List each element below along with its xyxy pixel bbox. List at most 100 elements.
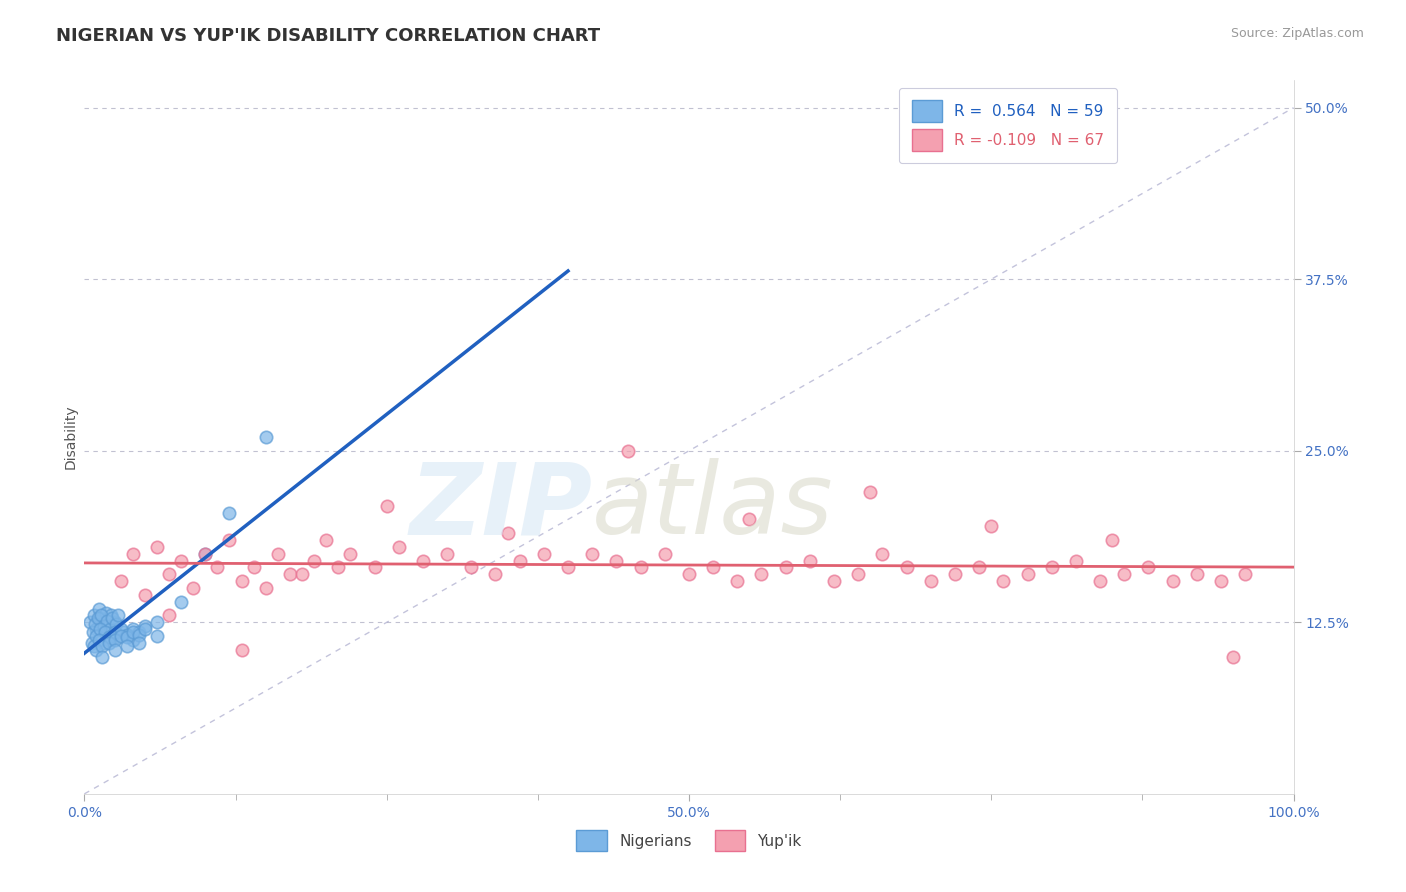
Point (86, 629, 108, 643)
Point (89, 611, 111, 625)
Point (97, 633, 120, 648)
Point (170, 553, 193, 567)
Point (231, 642, 253, 657)
Point (100, 608, 122, 623)
Point (509, 553, 531, 567)
Point (97, 614, 120, 628)
Point (194, 547, 217, 561)
Point (1114, 567, 1136, 582)
Point (157, 608, 180, 623)
Point (115, 639, 138, 653)
Point (242, 560, 264, 574)
Point (134, 588, 156, 602)
Point (134, 619, 156, 633)
Point (1185, 567, 1208, 582)
Point (339, 547, 361, 561)
Point (89, 622, 111, 636)
Point (128, 636, 150, 650)
Point (751, 567, 773, 582)
Point (859, 485, 882, 500)
Point (436, 547, 458, 561)
Text: ZIP: ZIP (409, 458, 592, 556)
Point (605, 553, 627, 567)
Point (98, 622, 121, 636)
Point (896, 560, 918, 574)
Point (110, 629, 132, 643)
Text: atlas: atlas (592, 458, 834, 556)
Point (207, 560, 229, 574)
Point (91, 649, 114, 664)
Point (775, 560, 797, 574)
Point (460, 560, 482, 574)
Point (96, 614, 118, 628)
Point (121, 633, 143, 648)
Point (1017, 567, 1039, 582)
Point (799, 553, 821, 567)
Point (93, 619, 115, 633)
Point (87, 601, 110, 615)
Text: NIGERIAN VS YUP'IK DISABILITY CORRELATION CHART: NIGERIAN VS YUP'IK DISABILITY CORRELATIO… (56, 27, 600, 45)
Point (117, 628, 139, 642)
Point (104, 616, 127, 631)
Point (496, 526, 519, 541)
Point (94, 606, 117, 620)
Point (90, 608, 112, 623)
Point (84, 616, 107, 631)
Point (170, 595, 193, 609)
Point (533, 547, 555, 561)
Point (980, 519, 1002, 533)
Point (134, 622, 156, 636)
Point (121, 624, 143, 639)
Point (630, 560, 652, 574)
Point (103, 628, 125, 642)
Point (86, 642, 108, 657)
Point (1137, 560, 1160, 574)
Point (128, 624, 150, 639)
Point (93, 636, 115, 650)
Point (194, 547, 217, 561)
Point (278, 567, 301, 582)
Point (86, 622, 108, 636)
Point (83, 608, 105, 623)
Point (412, 553, 434, 567)
Point (121, 622, 143, 636)
Point (87, 633, 110, 648)
Point (1234, 567, 1257, 582)
Point (104, 642, 127, 657)
Point (920, 574, 942, 589)
Text: Source: ZipAtlas.com: Source: ZipAtlas.com (1230, 27, 1364, 40)
Point (484, 567, 506, 582)
Point (872, 547, 894, 561)
Point (557, 560, 579, 574)
Point (967, 560, 990, 574)
Point (110, 622, 132, 636)
Point (617, 443, 640, 458)
Point (83, 639, 105, 653)
Point (267, 547, 290, 561)
Point (121, 547, 143, 561)
Point (218, 533, 240, 547)
Legend: Nigerians, Yup'ik: Nigerians, Yup'ik (571, 823, 807, 857)
Point (388, 540, 411, 554)
Point (823, 574, 845, 589)
Point (678, 567, 700, 582)
Point (725, 574, 748, 589)
Point (1101, 533, 1123, 547)
Point (104, 615, 127, 630)
Point (80, 636, 103, 650)
Point (943, 567, 966, 582)
Point (115, 631, 138, 645)
Point (104, 624, 127, 639)
Point (115, 628, 138, 642)
Point (231, 574, 253, 589)
Point (1040, 560, 1063, 574)
Point (375, 499, 398, 513)
Point (86, 611, 108, 625)
Point (654, 547, 676, 561)
Point (363, 560, 385, 574)
Point (581, 547, 603, 561)
Point (107, 631, 129, 645)
Point (107, 608, 129, 623)
Point (846, 567, 869, 582)
Point (112, 624, 135, 639)
